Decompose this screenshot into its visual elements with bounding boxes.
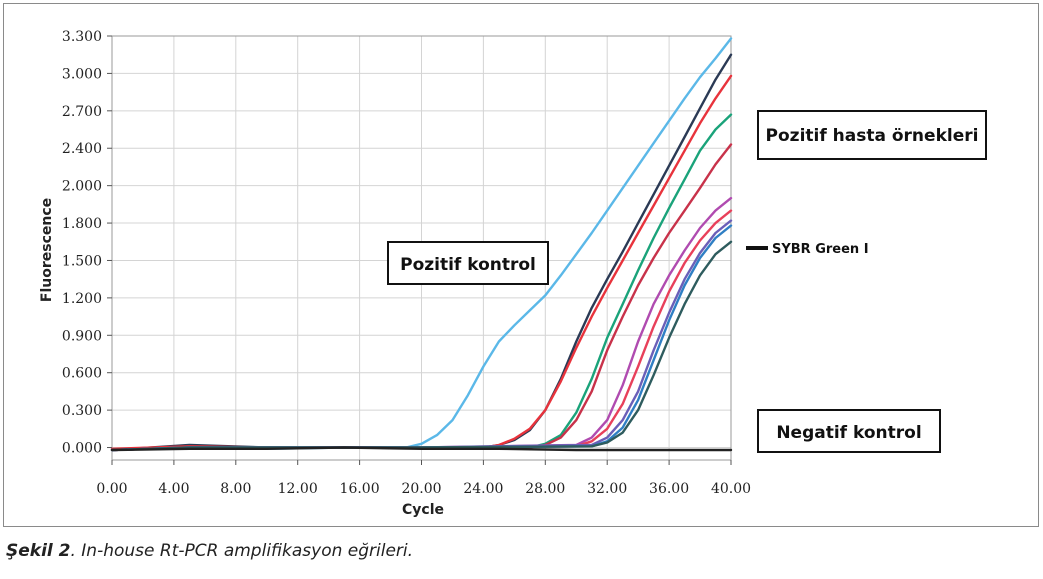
callout-negative-control: Negatif kontrol [757,409,941,453]
x-tick-label: 32.00 [587,481,627,497]
x-tick-label: 8.00 [220,481,251,497]
x-tick-label: 40.00 [711,481,751,497]
y-tick-label: 2.400 [62,141,102,157]
legend-label: SYBR Green I [772,242,869,257]
x-tick-label: 16.00 [340,481,380,497]
y-tick-label: 3.000 [62,66,102,82]
y-axis-title: Fluorescence [39,198,55,302]
legend: SYBR Green I [746,242,869,257]
x-tick-label: 28.00 [525,481,565,497]
callout-negative-control-text: Negatif kontrol [776,423,921,443]
amplification-chart: 0.00 4.00 8.00 12.00 16.00 20.00 24.00 28.00 32.… [39,29,987,518]
y-tick-label: 3.300 [62,29,102,45]
figure-caption: Şekil 2. In-house Rt-PCR amplifikasyon e… [6,541,413,561]
series-line-11 [110,446,733,452]
x-tick-label: 24.00 [463,481,503,497]
y-tick-label: 0.300 [62,403,102,419]
y-tick-label: 1.500 [62,253,102,269]
callout-positive-patients-text: Pozitif hasta örnekleri [766,126,979,146]
x-axis-title: Cycle [402,502,444,518]
caption-label: Şekil 2 [6,541,71,561]
y-tick-label: 1.200 [62,291,102,307]
chart-series [110,37,733,452]
y-tick-label: 2.700 [62,104,102,120]
y-tick-label: 2.000 [62,179,102,195]
x-tick-label: 20.00 [401,481,441,497]
y-tick-label: 0.900 [62,328,102,344]
callout-positive-patients: Pozitif hasta örnekleri [757,110,987,160]
x-tick-label: 36.00 [649,481,689,497]
chart-axes: 0.00 4.00 8.00 12.00 16.00 20.00 24.00 28.00 32.… [62,29,751,497]
x-tick-label: 4.00 [158,481,189,497]
x-tick-label: 12.00 [278,481,318,497]
callout-positive-control-text: Pozitif kontrol [400,255,536,275]
y-tick-label: 0.000 [62,441,102,457]
x-tick-label: 0.00 [96,481,127,497]
y-tick-label: 0.600 [62,366,102,382]
caption-text: . In-house Rt-PCR amplifikasyon eğrileri… [70,541,414,561]
callout-positive-control: Pozitif kontrol [387,241,549,285]
y-tick-label: 1.800 [62,216,102,232]
